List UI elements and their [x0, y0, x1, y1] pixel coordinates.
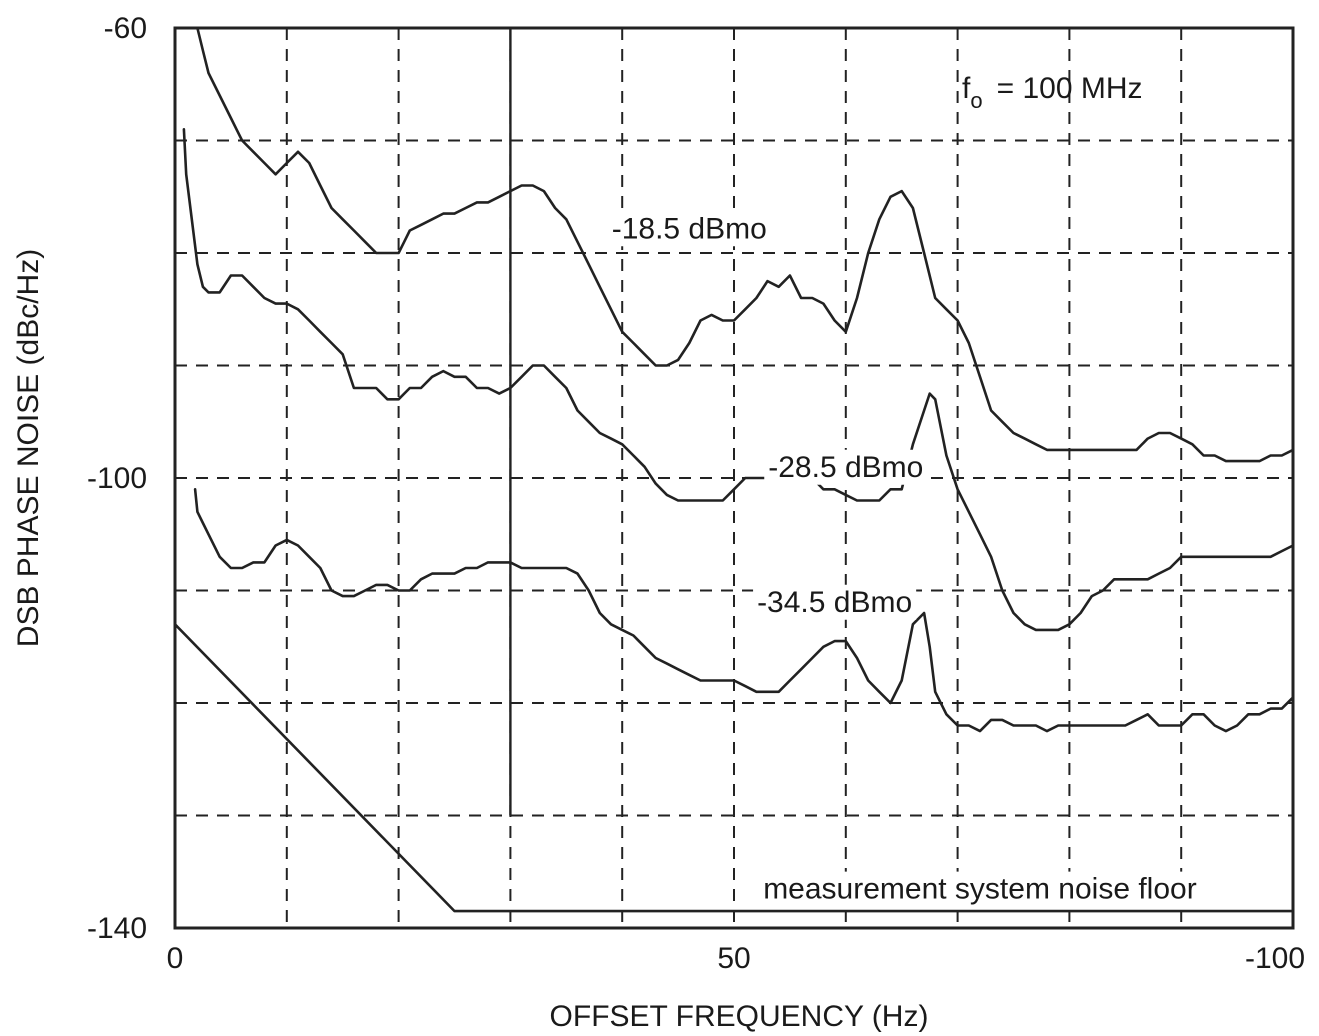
series-line-2 — [193, 488, 1295, 733]
series-label-bg — [753, 584, 917, 620]
series-line-0 — [196, 26, 1295, 463]
series-label-1: -28.5 dBmo — [768, 451, 923, 484]
y-tick-label: -100 — [87, 462, 147, 495]
y-axis-title: DSB PHASE NOISE (dBc/Hz) — [12, 249, 45, 647]
series-label-2: -34.5 dBmo — [757, 586, 912, 619]
x-tick-label: 50 — [717, 942, 750, 975]
series-label-3: measurement system noise floor — [763, 873, 1197, 906]
x-axis-title: OFFSET FREQUENCY (Hz) — [550, 1000, 929, 1033]
center-frequency-annotation: fo = 100 MHz — [962, 72, 1143, 113]
x-tick-label: -100 — [1245, 942, 1305, 975]
series-label-bg — [607, 211, 771, 247]
series-label-bg — [759, 871, 1201, 907]
grid — [175, 28, 1293, 928]
series-line-3 — [173, 623, 1295, 913]
fo-subscript: o — [970, 88, 982, 113]
series-label-0: -18.5 dBmo — [612, 212, 767, 245]
series-layer — [173, 26, 1295, 913]
x-tick-label: 0 — [167, 942, 184, 975]
series-labels: -18.5 dBmo -28.5 dBmo -34.5 dBmo measuremen… — [607, 211, 1201, 907]
series-label-bg — [764, 449, 928, 485]
tick-labels: 0 50 -100 -60 -100 -140 — [87, 12, 1305, 975]
fo-symbol: f — [962, 72, 971, 105]
series-line-1 — [182, 128, 1295, 632]
y-tick-label: -60 — [104, 12, 147, 45]
plot-frame — [173, 26, 1295, 930]
fo-value: = 100 MHz — [997, 72, 1143, 105]
y-tick-label: -140 — [87, 912, 147, 945]
